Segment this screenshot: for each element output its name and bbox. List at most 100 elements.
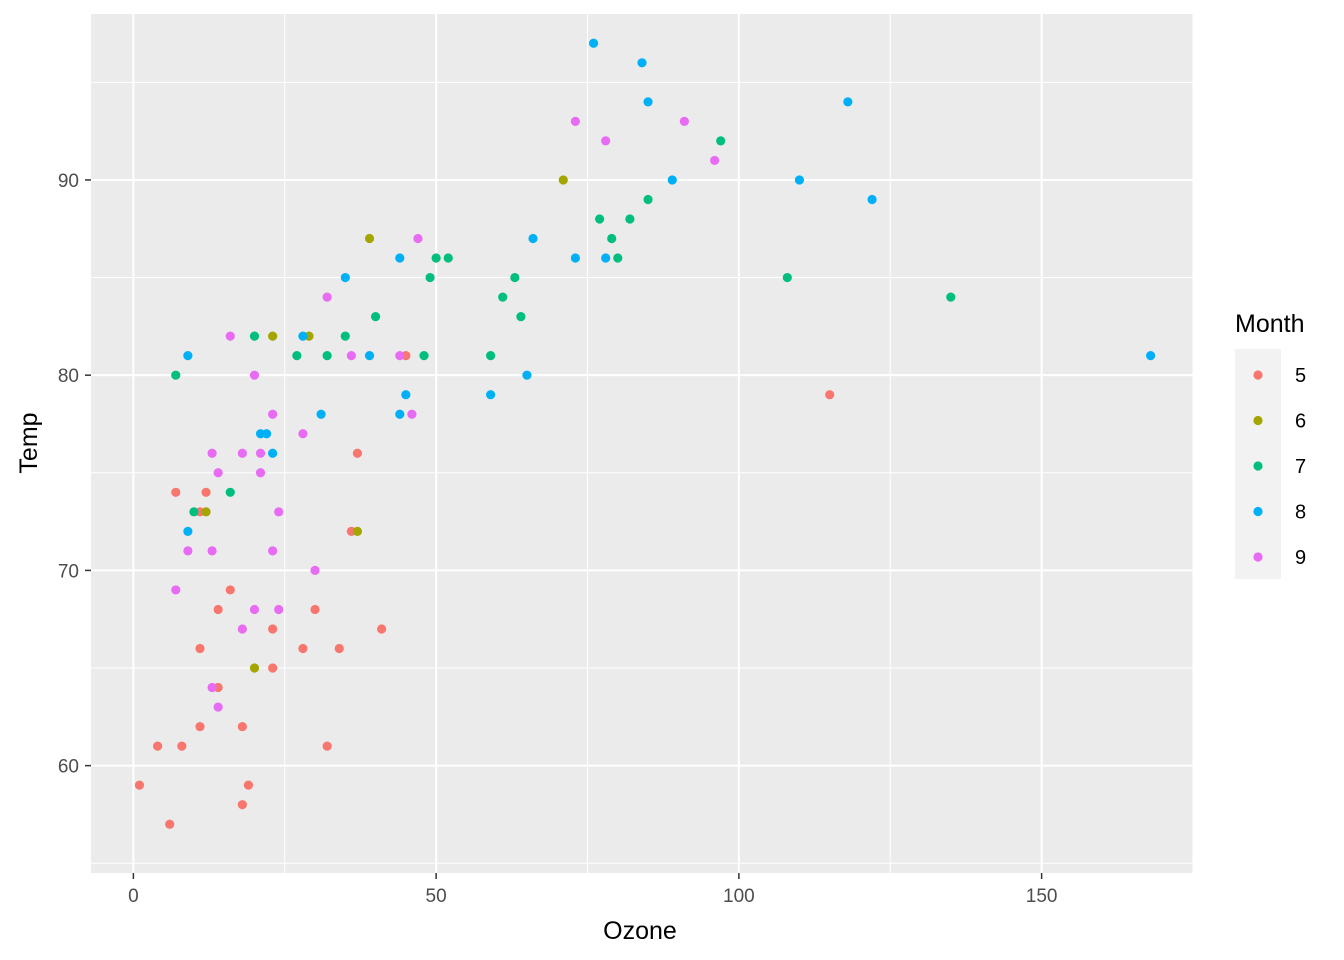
data-point-month-6 xyxy=(364,233,375,244)
data-point-month-9 xyxy=(249,604,260,615)
data-point-month-9 xyxy=(255,448,266,458)
legend-key-8 xyxy=(1253,506,1263,517)
y-tick-label: 60 xyxy=(58,757,79,778)
data-point-month-8 xyxy=(268,448,278,458)
legend-entries: 5 6 7 8 9 xyxy=(1253,365,1306,569)
data-point-month-7 xyxy=(643,194,653,205)
data-point-month-8 xyxy=(395,253,405,263)
data-point-month-9 xyxy=(183,546,193,556)
data-point-month-8 xyxy=(395,409,405,419)
y-tick-label: 80 xyxy=(58,366,79,387)
data-point-month-5 xyxy=(225,585,235,595)
data-point-month-7 xyxy=(171,370,181,380)
data-point-month-7 xyxy=(946,292,956,302)
data-point-month-9 xyxy=(274,507,284,517)
data-point-month-9 xyxy=(249,370,260,380)
data-point-month-7 xyxy=(595,214,605,224)
data-point-month-5 xyxy=(171,487,181,497)
data-point-month-8 xyxy=(601,253,611,263)
data-point-month-8 xyxy=(183,351,193,361)
x-axis: 0 50 100 150 xyxy=(128,873,1057,907)
data-point-month-8 xyxy=(794,175,805,185)
plot-panel xyxy=(91,14,1193,873)
data-point-month-9 xyxy=(268,546,278,556)
data-point-month-7 xyxy=(625,214,635,224)
data-point-month-8 xyxy=(340,272,350,283)
legend-key-9 xyxy=(1253,552,1263,562)
data-point-month-8 xyxy=(588,38,599,48)
data-point-month-6 xyxy=(352,526,363,536)
data-point-month-8 xyxy=(643,97,653,107)
data-point-month-5 xyxy=(298,643,308,654)
data-point-month-9 xyxy=(679,116,689,126)
data-point-month-8 xyxy=(298,331,308,341)
data-point-month-9 xyxy=(413,233,423,244)
data-point-month-7 xyxy=(510,272,520,283)
data-point-month-9 xyxy=(207,682,217,693)
data-point-month-5 xyxy=(825,390,835,400)
data-point-month-8 xyxy=(1146,351,1156,361)
legend-key-5 xyxy=(1253,370,1263,380)
data-point-month-9 xyxy=(395,351,405,361)
data-point-month-9 xyxy=(407,409,417,419)
data-point-month-8 xyxy=(667,175,677,185)
data-point-month-9 xyxy=(298,429,308,439)
data-point-month-5 xyxy=(352,448,363,458)
data-point-month-5 xyxy=(153,741,163,751)
data-point-month-6 xyxy=(249,663,260,673)
data-point-month-8 xyxy=(486,390,496,400)
data-point-month-5 xyxy=(268,663,278,673)
data-point-month-6 xyxy=(558,175,568,185)
data-point-month-9 xyxy=(171,585,181,595)
data-point-month-7 xyxy=(613,253,623,263)
legend-key-6 xyxy=(1253,415,1263,426)
data-point-month-8 xyxy=(570,253,580,263)
data-point-month-7 xyxy=(292,351,302,361)
data-point-month-7 xyxy=(425,272,435,283)
data-points xyxy=(134,38,1156,829)
data-point-month-8 xyxy=(843,97,853,107)
legend: Month 5 6 7 8 9 xyxy=(1235,310,1306,579)
data-point-month-8 xyxy=(364,351,375,361)
data-point-month-9 xyxy=(237,624,247,634)
data-point-month-8 xyxy=(261,429,272,439)
y-axis: 60 70 80 90 xyxy=(58,171,91,778)
data-point-month-7 xyxy=(516,312,526,322)
data-point-month-6 xyxy=(268,331,278,341)
data-point-month-9 xyxy=(213,702,223,712)
data-point-month-7 xyxy=(498,292,508,302)
data-point-month-9 xyxy=(274,604,284,615)
x-tick-label: 0 xyxy=(128,886,139,907)
legend-label-8: 8 xyxy=(1295,502,1306,524)
x-tick-label: 50 xyxy=(426,886,447,907)
data-point-month-9 xyxy=(346,351,356,361)
data-point-month-8 xyxy=(316,409,326,419)
legend-label-5: 5 xyxy=(1295,365,1306,387)
data-point-month-8 xyxy=(522,370,532,380)
data-point-month-7 xyxy=(486,351,496,361)
data-point-month-5 xyxy=(310,604,320,615)
data-point-month-5 xyxy=(177,741,187,751)
x-tick-label: 100 xyxy=(723,886,755,907)
data-point-month-5 xyxy=(334,643,344,654)
legend-label-6: 6 xyxy=(1295,411,1306,433)
data-point-month-9 xyxy=(207,448,217,458)
data-point-month-9 xyxy=(213,468,223,478)
major-gridlines xyxy=(91,14,1193,873)
legend-title: Month xyxy=(1235,310,1304,338)
data-point-month-7 xyxy=(249,331,260,341)
data-point-month-9 xyxy=(237,448,247,458)
data-point-month-5 xyxy=(322,741,332,751)
data-point-month-5 xyxy=(243,780,254,790)
data-point-month-7 xyxy=(431,253,441,263)
data-point-month-7 xyxy=(782,272,792,283)
data-point-month-5 xyxy=(268,624,278,634)
data-point-month-7 xyxy=(607,233,617,244)
data-point-month-5 xyxy=(237,721,247,732)
data-point-month-6 xyxy=(201,507,211,517)
data-point-month-5 xyxy=(165,819,175,829)
x-tick-label: 150 xyxy=(1026,886,1058,907)
y-tick-label: 70 xyxy=(58,561,79,582)
data-point-month-5 xyxy=(201,487,211,497)
data-point-month-5 xyxy=(377,624,387,634)
